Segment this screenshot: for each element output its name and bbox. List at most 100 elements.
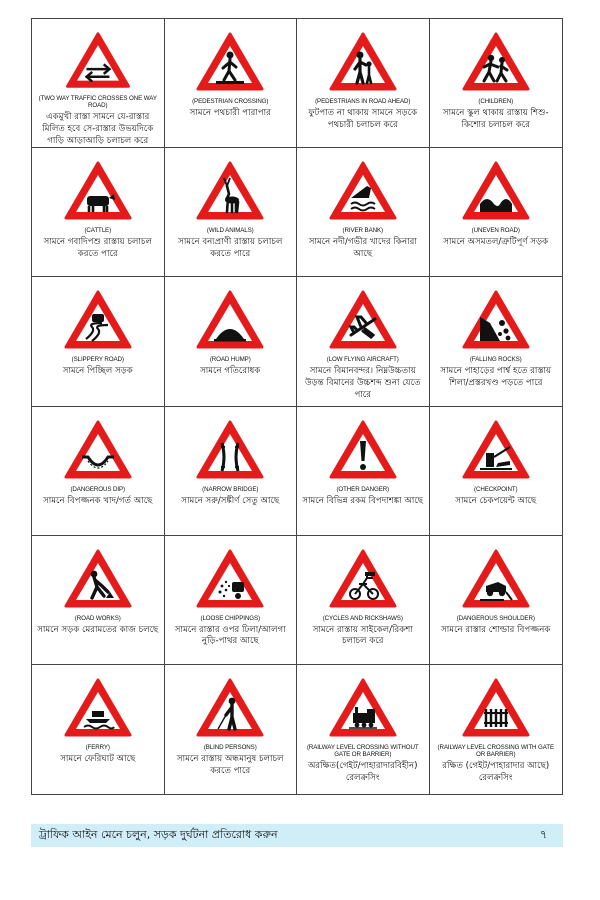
sign-name-english: (ROAD HUMP) [209,356,251,364]
sign-description-bengali: সামনে বিমানবন্দর। নিম্নউচ্চতায় উড়ন্ত ব… [304,366,421,400]
train-icon [329,678,397,737]
sign-description-bengali: সামনে স্কুল থাকায় রাস্তায় শিশু-কিশোর চ… [442,108,549,130]
sign-name-english: (RAILWAY LEVEL CROSSING WITHOUT GATE OR … [306,743,419,758]
two-way-arrows-icon [65,32,130,88]
page-number: ৭ [539,828,547,841]
children-icon [462,32,530,91]
sign-name-english: (BLIND PERSONS) [203,743,257,751]
sign-cell: (RAILWAY LEVEL CROSSING WITH GATE OR BAR… [430,665,563,794]
sign-description-bengali: সামনে পিচ্ছিল সড়ক [62,366,133,377]
aircraft-icon [329,290,397,349]
sign-name-english: (LOOSE CHIPPINGS) [200,614,261,622]
sign-name-english: (NARROW BRIDGE) [202,485,259,493]
slippery-road-icon [64,290,132,349]
sign-name-english: (SLIPPERY ROAD) [71,356,124,364]
sign-name-english: (WILD ANIMALS) [206,227,254,235]
sign-name-english: (OTHER DANGER) [336,485,390,493]
sign-cell: (CYCLES AND RICKSHAWS) সামনে রাস্তায় সাই… [297,535,430,665]
sign-description-bengali: সামনে পাহাড়ের পার্শ্ব হতে রাস্তায় শিলা… [440,366,552,389]
ferry-icon [64,678,132,737]
sign-name-english: (TWO WAY TRAFFIC CROSSES ONE WAY ROAD) [38,95,157,110]
sign-description-bengali: সামনে সরু/সঙ্কীর্ণ সেতু আছে [181,495,280,506]
sign-description-bengali: সামনে রাস্তার শোল্ডার বিপজ্জনক [441,624,551,635]
sign-cell: (RIVER BANK) সামনে নদী/গভীর খাদের কিনারা … [297,148,430,278]
sign-cell: (CATTLE) সামনে গবাদিপশু রাস্তায় চলাচল কর… [32,148,165,278]
sign-description-bengali: সামনে গবাদিপশু রাস্তায় চলাচল করতে পারে [43,237,152,259]
sign-description-bengali: অরক্ষিত(গেইট/পাহারাদারবিহীন) রেলক্রসিং [307,761,418,783]
dangerous-shoulder-icon [462,549,530,608]
sign-description-bengali: সামনে অসমতল/ত্রুটিপূর্ণ সড়ক [443,237,549,248]
sign-cell: (RAILWAY LEVEL CROSSING WITHOUT GATE OR … [297,664,430,794]
sign-name-english: (DANGEROUS SHOULDER) [456,614,535,622]
sign-name-english: (PEDESTRIANS IN ROAD AHEAD) [315,98,411,105]
sign-name-english: (PEDESTRIAN CROSSING) [192,98,269,105]
road-works-icon [64,549,132,608]
sign-cell: (ROAD HUMP) সামনে গতিরোধক [164,277,297,407]
sign-cell: (TWO WAY TRAFFIC CROSSES ONE WAY ROAD) এক… [32,19,165,149]
sign-description-bengali: সামনে রাস্তায় সাইকেল/রিকশা চলাচল করে [312,624,413,647]
sign-name-english: (CHILDREN) [478,98,514,105]
gate-icon [462,678,530,737]
exclamation-icon [329,420,397,478]
sign-name-english: (FERRY) [85,743,110,751]
sign-name-english: (UNEVEN ROAD) [471,227,520,235]
sign-name-english: (CYCLES AND RICKSHAWS) [322,614,403,622]
sign-cell: (SLIPPERY ROAD) সামনে পিচ্ছিল সড়ক [32,277,165,407]
sign-cell: (DANGEROUS SHOULDER) সামনে রাস্তার শোল্ডা… [429,536,562,665]
sign-grid: (TWO WAY TRAFFIC CROSSES ONE WAY ROAD) এক… [31,18,563,795]
road-hump-icon [196,290,264,349]
sign-description-bengali: সামনে নদী/গভীর খাদের কিনারা আছে [308,237,417,259]
river-bank-icon [329,161,397,220]
sign-description-bengali: রক্ষিত (গেইট/পাহারাদার আছে) রেলক্রসিং [442,761,550,783]
narrow-bridge-icon [196,420,264,478]
sign-name-english: (CATTLE) [84,227,112,235]
sign-cell: (CHILDREN) সামনে স্কুল থাকায় রাস্তায় শি… [429,19,562,149]
sign-cell: (WILD ANIMALS) সামনে বন্যপ্রাণী রাস্তায় … [164,148,297,278]
sign-cell: (NARROW BRIDGE) সামনে সরু/সঙ্কীর্ণ সেতু আ… [164,406,297,536]
sign-cell: (PEDESTRIAN CROSSING) সামনে পথচারী পারাপা… [164,19,297,149]
sign-description-bengali: সামনে গতিরোধক [200,366,261,377]
sign-description-bengali: সামনে চেকপয়েন্ট আছে [455,495,537,506]
sign-description-bengali: সামনে রাস্তায় অন্ধমানুষ চলাচল করতে পারে [176,753,284,776]
sign-description-bengali: সামনে রাস্তার ওপর ঢিলা/আলগা নুড়ি-পাথর আ… [174,624,286,647]
uneven-road-icon [462,161,530,220]
sign-name-english: (CHECKPOINT) [474,485,518,493]
sign-cell: (LOW FLYING AIRCRAFT) সামনে বিমানবন্দর। ন… [297,277,430,407]
sign-cell: (DANGEROUS DIP) সামনে বিপজ্জনক খাদ/গর্ত আ… [32,406,165,536]
dip-icon [64,420,132,478]
pedestrian-crossing-icon [196,32,264,91]
sign-description-bengali: সামনে পথচারী পারাপার [189,108,271,119]
sign-cell: (FERRY) সামনে ফেরিঘাট আছে [32,664,165,794]
sign-cell: (PEDESTRIANS IN ROAD AHEAD) ফুটপাত না থাক… [297,19,430,149]
checkpoint-icon [462,420,530,478]
sign-name-english: (RAILWAY LEVEL CROSSING WITH GATE OR BAR… [437,743,555,758]
sign-description-bengali: সামনে ফেরিঘাট আছে [60,753,136,764]
sign-cell: (ROAD WORKS) সামনে সড়ক মেরামতের কাজ চলছে [32,535,165,665]
sign-description-bengali: সামনে বিপজ্জনক খাদ/গর্ত আছে [43,495,153,506]
falling-rocks-icon [462,290,530,349]
sign-cell: (BLIND PERSONS) সামনে রাস্তায় অন্ধমানুষ … [165,664,297,794]
blind-person-icon [196,678,264,737]
sign-cell: (OTHER DANGER) সামনে বিভিন্ন রকম বিপদাশঙ্… [297,406,430,536]
sign-name-english: (ROAD WORKS) [74,614,121,622]
footer-banner: ট্রাফিক আইন মেনে চলুন, সড়ক দুর্ঘটনা প্র… [31,824,563,847]
sign-name-english: (LOW FLYING AIRCRAFT) [326,356,399,364]
sign-name-english: (FALLING ROCKS) [469,356,522,364]
sign-description-bengali: ফুটপাত না থাকায় সামনে সড়কে পথচারী চলাচ… [308,108,418,130]
sign-description-bengali: সামনে বিভিন্ন রকম বিপদাশঙ্কা আছে [302,495,424,506]
cattle-icon [64,161,132,220]
sign-description-bengali: একমুখী রাস্তা সামনে যে-রাস্তার মিলিত হবে… [42,112,154,146]
sign-name-english: (DANGEROUS DIP) [70,485,126,493]
sign-name-english: (RIVER BANK) [342,227,384,235]
sign-cell: (FALLING ROCKS) সামনে পাহাড়ের পার্শ্ব হত… [429,277,562,407]
footer-slogan: ট্রাফিক আইন মেনে চলুন, সড়ক দুর্ঘটনা প্র… [39,828,278,841]
pedestrians-icon [329,32,397,91]
loose-chippings-icon [196,549,264,608]
sign-cell: (CHECKPOINT) সামনে চেকপয়েন্ট আছে [429,407,562,536]
sign-description-bengali: সামনে বন্যপ্রাণী রাস্তায় চলাচল করতে পার… [178,237,283,259]
sign-description-bengali: সামনে সড়ক মেরামতের কাজ চলছে [37,624,159,635]
sign-cell: (LOOSE CHIPPINGS) সামনে রাস্তার ওপর ঢিলা/… [164,535,297,665]
deer-icon [196,161,264,220]
rickshaw-icon [329,549,397,608]
sign-cell: (UNEVEN ROAD) সামনে অসমতল/ত্রুটিপূর্ণ সড়… [429,148,562,278]
